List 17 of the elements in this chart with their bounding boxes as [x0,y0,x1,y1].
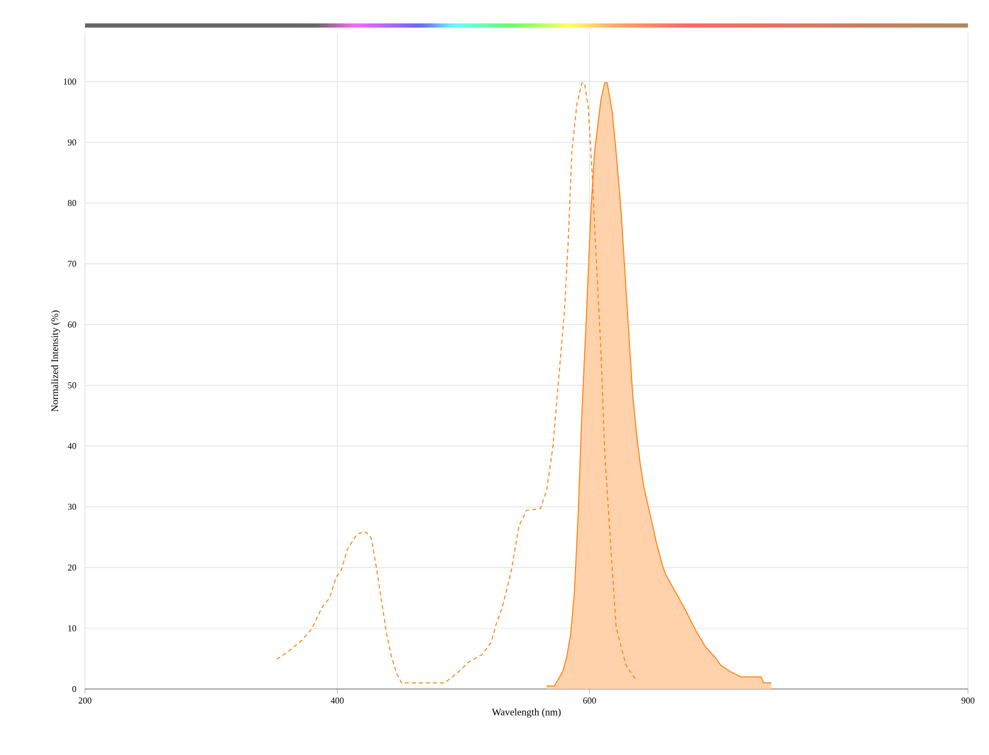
y-tick-label: 70 [68,260,76,267]
y-axis-title: Normalized Intensity (%) [51,310,60,412]
y-tick-label: 40 [68,443,76,450]
y-tick-label: 10 [68,625,76,632]
y-tick-label: 30 [68,504,76,510]
y-tick-label: 50 [68,382,76,388]
y-tick-label: 80 [68,200,76,206]
x-tick-label: 900 [962,698,974,704]
x-tick-label: 400 [330,698,344,704]
x-tick-label: 200 [78,698,92,704]
x-axis-title: Wavelength (nm) [492,708,561,718]
y-tick-label: 100 [64,78,76,85]
y-tick-label: 60 [68,322,76,328]
y-tick-label: 20 [68,564,76,571]
y-tick-label: 90 [68,139,76,146]
x-tick-label: 600 [583,698,596,704]
y-tick-label: 0 [72,686,76,692]
